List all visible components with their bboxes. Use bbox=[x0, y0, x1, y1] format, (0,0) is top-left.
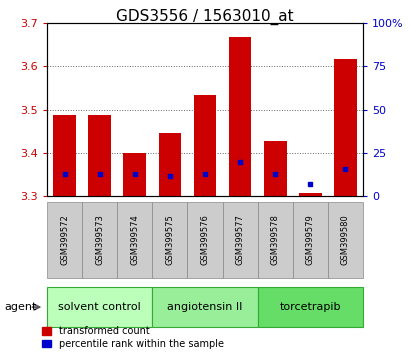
Bar bbox=[298, 193, 321, 196]
Bar bbox=[193, 96, 216, 196]
Text: angiotensin II: angiotensin II bbox=[167, 302, 242, 312]
Bar bbox=[123, 153, 146, 196]
Text: GSM399576: GSM399576 bbox=[200, 215, 209, 265]
Text: GSM399578: GSM399578 bbox=[270, 215, 279, 265]
Text: GSM399579: GSM399579 bbox=[305, 215, 314, 265]
Text: GSM399577: GSM399577 bbox=[235, 215, 244, 265]
Text: GDS3556 / 1563010_at: GDS3556 / 1563010_at bbox=[116, 9, 293, 25]
Text: GSM399580: GSM399580 bbox=[340, 215, 349, 265]
Bar bbox=[263, 141, 286, 196]
Text: GSM399575: GSM399575 bbox=[165, 215, 174, 265]
Bar bbox=[333, 59, 356, 196]
Text: GSM399574: GSM399574 bbox=[130, 215, 139, 265]
Text: GSM399573: GSM399573 bbox=[95, 215, 104, 265]
Text: torcetrapib: torcetrapib bbox=[279, 302, 340, 312]
Bar bbox=[88, 115, 111, 196]
Text: GSM399572: GSM399572 bbox=[60, 215, 69, 265]
Bar bbox=[158, 133, 181, 196]
Bar bbox=[228, 37, 251, 196]
Text: agent: agent bbox=[4, 302, 36, 312]
Text: solvent control: solvent control bbox=[58, 302, 141, 312]
Bar bbox=[53, 115, 76, 196]
Legend: transformed count, percentile rank within the sample: transformed count, percentile rank withi… bbox=[42, 326, 224, 349]
